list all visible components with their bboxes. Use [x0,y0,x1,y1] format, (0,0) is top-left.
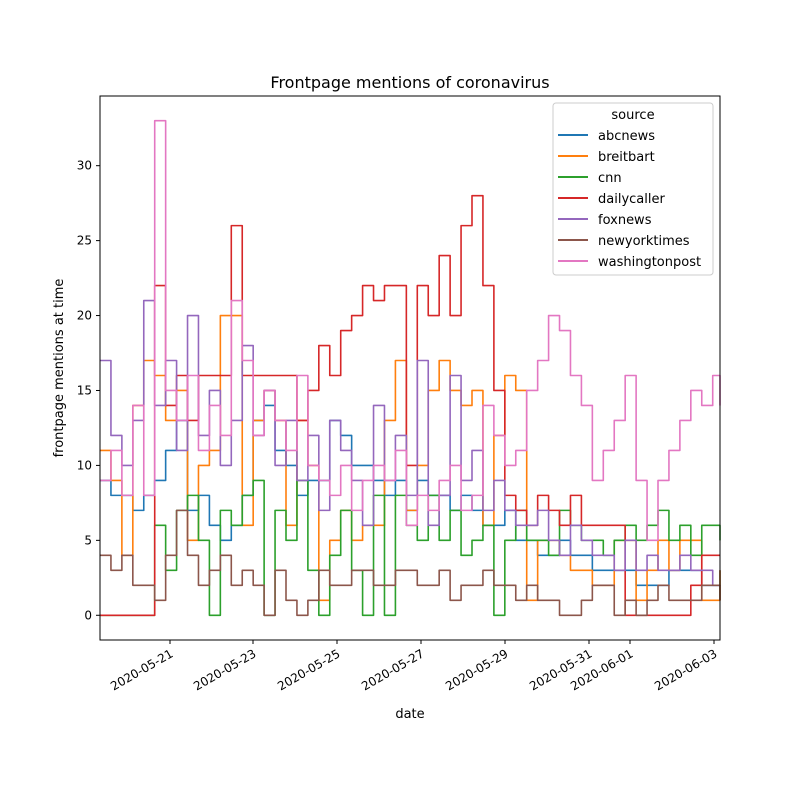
legend-box [552,102,714,276]
chart-title: Frontpage mentions of coronavirus [270,73,549,92]
y-tick-label: 10 [77,458,92,472]
legend-label-newyorktimes: newyorktimes [598,234,690,249]
y-tick-label: 5 [84,533,92,547]
plot-frame [99,95,721,641]
legend-label-breitbart: breitbart [598,150,655,165]
y-tick-label: 20 [77,309,92,323]
legend-label-cnn: cnn [598,171,622,186]
y-tick-label: 0 [84,608,92,622]
y-tick-label: 25 [77,234,92,248]
y-axis-label: frontpage mentions at time [52,279,67,458]
legend-label-washingtonpost: washingtonpost [598,255,701,270]
y-axis: 0 5 10 15 20 25 30 [77,159,100,622]
legend-label-abcnews: abcnews [598,129,655,144]
series-line-washingtonpost [100,119,721,542]
series-layer [100,119,721,617]
x-axis-label: date [395,707,424,722]
legend-label-foxnews: foxnews [598,213,652,228]
y-tick-label: 15 [77,383,92,397]
series-line-foxnews [100,299,720,587]
legend-label-dailycaller: dailycaller [598,192,665,207]
legend-title: source [611,108,654,123]
series-line-newyorktimes [100,509,721,617]
legend-items: abcnews breitbart cnn dailycaller foxnews new… [558,129,701,270]
legend: source abcnews breitbart cnn dailycaller fox… [552,102,714,276]
y-tick-label: 30 [77,159,92,173]
